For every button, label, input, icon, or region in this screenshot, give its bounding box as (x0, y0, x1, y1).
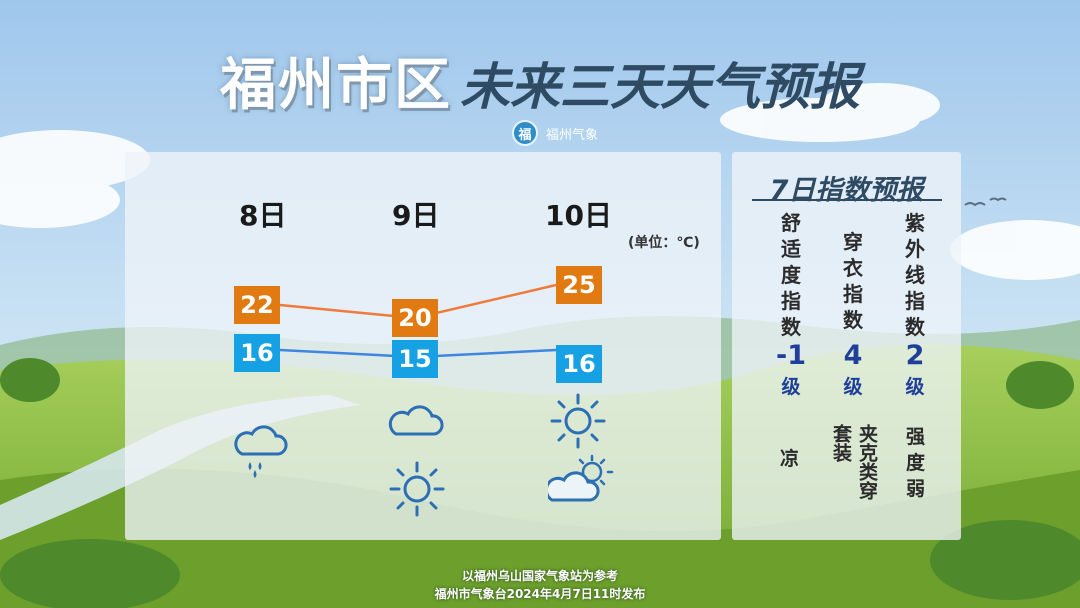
comfort-index-desc: 凉 (780, 448, 800, 470)
high-temp-box-9: 20 (392, 299, 438, 337)
uv-index-value: 2 (905, 340, 925, 371)
uv-index-desc: 强度弱 (906, 426, 926, 500)
uv-index-unit: 级 (905, 376, 925, 398)
dressing-index-value: 4 (843, 340, 863, 371)
dressing-index-unit: 级 (843, 376, 863, 398)
index-title-underline (752, 199, 942, 201)
page-title: 福州市区 未来三天天气预报 (0, 40, 1080, 121)
sun-icon (389, 461, 445, 517)
unit-label: (单位：℃) (628, 235, 700, 251)
dressing-index-name: 穿衣指数 (843, 230, 863, 332)
cloud-rain-icon (234, 425, 288, 478)
low-temp-box-8: 16 (234, 334, 280, 372)
logo-badge: 福 (512, 120, 538, 146)
title-forecast: 未来三天天气预报 (460, 58, 860, 116)
uv-index-name: 紫外线指数 (905, 211, 925, 339)
fuzhou-weather-logo: 福 福州气象 (512, 120, 598, 146)
title-city: 福州市区 (220, 53, 452, 118)
dressing-index-desc: 夹克类穿套装 (830, 424, 878, 500)
logo-text: 福州气象 (546, 127, 599, 143)
day-label-10: 10日 (545, 199, 612, 232)
footer-reference: 以福州乌山国家气象站为参考 (461, 569, 618, 583)
high-temp-box-10: 25 (556, 266, 602, 304)
day-label-9: 9日 (392, 199, 440, 232)
footer-issued: 福州市气象台2024年4月7日11时发布 (434, 587, 646, 601)
high-temp-box-8: 22 (234, 286, 280, 324)
low-temp-box-10: 16 (556, 345, 602, 383)
index-panel (732, 152, 961, 540)
low-temp-box-9: 15 (392, 340, 438, 378)
comfort-index-name: 舒适度指数 (781, 211, 801, 339)
comfort-index-value: -1 (776, 340, 806, 371)
cloud-sun-icon (548, 454, 614, 502)
index-title: 7日指数预报 (769, 175, 924, 206)
sun-icon (550, 393, 606, 449)
day-label-8: 8日 (239, 199, 287, 232)
cloud-icon (388, 405, 444, 436)
comfort-index-unit: 级 (781, 376, 801, 398)
